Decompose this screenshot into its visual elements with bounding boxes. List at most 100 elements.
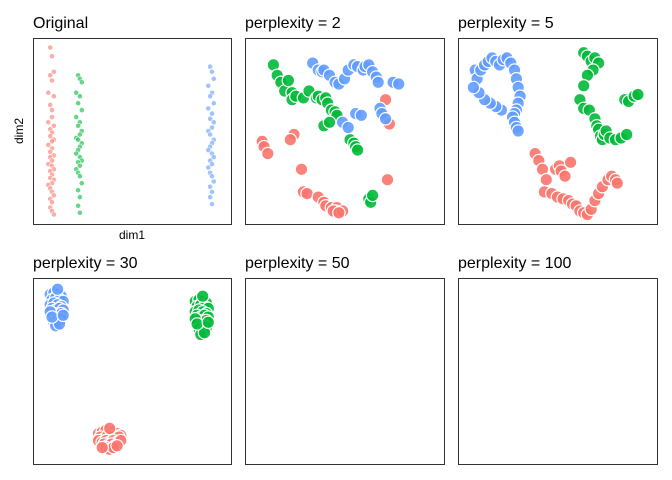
data-point — [207, 115, 213, 122]
data-point — [73, 114, 80, 120]
data-point — [207, 194, 213, 200]
series-1 — [73, 72, 85, 216]
data-point — [47, 72, 54, 79]
data-point — [77, 209, 83, 216]
panel-5: perplexity = 100 — [458, 255, 658, 465]
data-point — [78, 107, 85, 113]
data-point — [539, 172, 554, 187]
data-point — [45, 141, 52, 148]
data-point — [260, 146, 275, 161]
data-point — [47, 102, 54, 108]
data-point — [49, 107, 55, 113]
panel-3: perplexity = 30 — [33, 255, 232, 465]
data-point — [210, 119, 217, 126]
data-point — [75, 202, 81, 209]
data-point — [95, 440, 109, 455]
data-point — [354, 108, 369, 123]
data-point — [110, 438, 124, 453]
data-point — [350, 143, 365, 157]
data-point — [77, 173, 83, 180]
data-point — [190, 317, 204, 331]
data-point — [77, 93, 83, 100]
data-point — [332, 206, 346, 220]
data-point — [322, 115, 337, 130]
data-point — [205, 164, 212, 171]
y-axis-label: dim2 — [12, 118, 26, 144]
panel-frame — [33, 38, 232, 225]
panel-frame — [458, 278, 658, 465]
data-point — [563, 155, 578, 170]
data-point — [576, 79, 591, 93]
data-point — [49, 199, 55, 206]
data-point — [75, 122, 81, 129]
data-point — [631, 87, 645, 102]
data-point — [75, 187, 81, 194]
data-point — [391, 77, 406, 91]
data-point — [51, 68, 57, 75]
panel-title: Original — [33, 15, 88, 32]
panel-4: perplexity = 50 — [245, 255, 445, 465]
data-point — [294, 162, 309, 177]
data-point — [47, 133, 54, 140]
data-point — [209, 110, 215, 117]
series-0 — [45, 44, 57, 218]
data-point — [610, 176, 625, 190]
data-point — [371, 75, 385, 90]
data-point — [209, 188, 215, 195]
data-point — [75, 100, 81, 107]
data-point — [210, 154, 217, 160]
data-point — [466, 80, 481, 95]
data-point — [49, 53, 55, 60]
data-point — [78, 180, 85, 187]
panel-0: Original dim1 dim2 — [12, 15, 232, 242]
data-point — [73, 150, 80, 157]
panel-title: perplexity = 2 — [245, 15, 341, 32]
data-point — [205, 105, 212, 112]
data-point — [47, 44, 54, 51]
series-1 — [188, 289, 216, 342]
data-point — [51, 192, 57, 199]
data-point — [207, 183, 213, 190]
data-point — [210, 178, 217, 185]
data-point — [49, 77, 55, 84]
series-0 — [528, 146, 625, 222]
data-point — [209, 68, 215, 75]
data-point — [51, 93, 57, 100]
data-point — [77, 162, 83, 169]
panel-1: perplexity = 2 — [245, 15, 445, 225]
data-point — [209, 201, 215, 207]
data-point — [45, 119, 52, 126]
series-0 — [255, 92, 397, 220]
data-point — [77, 131, 83, 138]
data-point — [209, 124, 215, 131]
data-point — [365, 188, 380, 203]
data-point — [380, 172, 395, 187]
panel-frame — [245, 278, 445, 465]
panel-title: perplexity = 5 — [458, 15, 554, 32]
data-point — [558, 169, 572, 183]
data-point — [378, 112, 393, 126]
data-point — [205, 82, 212, 89]
data-point — [300, 186, 314, 201]
data-point — [56, 308, 70, 323]
series-2 — [43, 282, 70, 333]
data-point — [50, 282, 65, 296]
data-point — [283, 132, 298, 147]
data-point — [51, 122, 57, 129]
data-point — [207, 93, 213, 100]
series-2 — [466, 51, 527, 138]
series-1 — [266, 58, 380, 210]
data-point — [210, 100, 217, 107]
data-point — [49, 114, 55, 120]
x-axis-label: dim1 — [119, 228, 145, 242]
data-point — [51, 211, 57, 218]
data-point — [49, 138, 55, 145]
series-2 — [305, 56, 406, 135]
data-point — [209, 173, 215, 180]
data-point — [78, 79, 85, 86]
panel-title: perplexity = 50 — [245, 255, 350, 272]
data-point — [45, 89, 52, 96]
data-point — [281, 73, 296, 88]
series-0 — [91, 421, 128, 457]
panel-title: perplexity = 100 — [458, 255, 572, 272]
